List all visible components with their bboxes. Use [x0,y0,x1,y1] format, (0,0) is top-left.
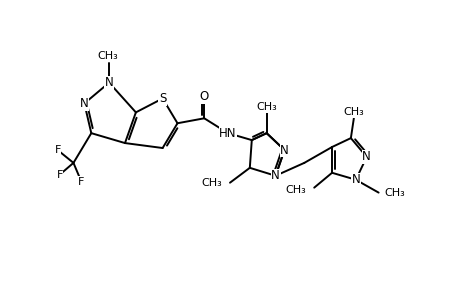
Text: CH₃: CH₃ [201,178,222,188]
Text: S: S [159,92,166,105]
Text: CH₃: CH₃ [98,51,118,61]
Text: CH₃: CH₃ [384,188,404,198]
Text: N: N [280,143,288,157]
Text: N: N [105,76,113,89]
Text: F: F [56,170,62,180]
Text: O: O [199,90,208,103]
Text: N: N [351,173,359,186]
Text: CH₃: CH₃ [256,102,276,112]
Text: N: N [271,169,280,182]
Text: N: N [80,97,89,110]
Text: F: F [78,177,84,187]
Text: CH₃: CH₃ [343,107,364,117]
Text: CH₃: CH₃ [285,184,306,195]
Text: HN: HN [219,127,236,140]
Text: N: N [362,150,370,164]
Text: F: F [54,145,61,155]
